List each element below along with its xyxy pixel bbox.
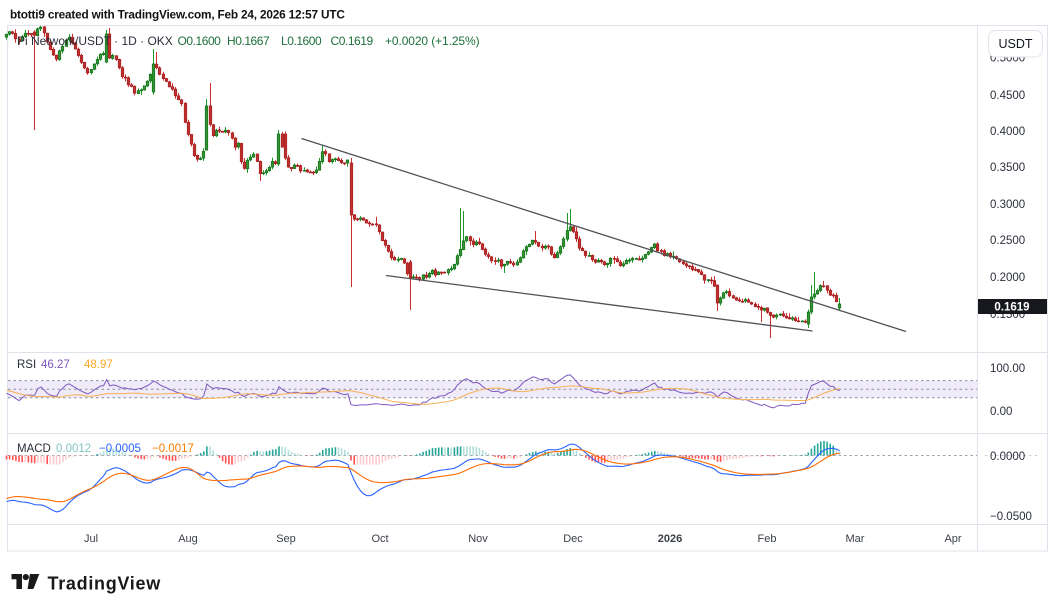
svg-text:−0.0017: −0.0017 [152,443,194,455]
svg-text:−0.0500: −0.0500 [990,511,1032,523]
svg-text:C0.1619: C0.1619 [331,34,374,48]
svg-text:Apr: Apr [944,533,961,545]
svg-text:Oct: Oct [371,533,388,545]
svg-text:btotti9 created with TradingVi: btotti9 created with TradingView.com, Fe… [10,8,345,22]
svg-text:0.3500: 0.3500 [990,162,1025,174]
svg-text:Pi Network/USDT · 1D · OKX: Pi Network/USDT · 1D · OKX [17,34,173,48]
svg-text:TradingView: TradingView [48,574,162,594]
svg-text:−0.0005: −0.0005 [99,443,141,455]
svg-text:USDT: USDT [998,37,1032,51]
svg-text:0.1619: 0.1619 [994,302,1029,314]
svg-text:0.2500: 0.2500 [990,235,1025,247]
svg-text:Mar: Mar [846,533,865,545]
svg-text:0.3000: 0.3000 [990,199,1025,211]
svg-text:Feb: Feb [758,533,777,545]
svg-text:0.0012: 0.0012 [56,443,91,455]
svg-text:Jul: Jul [84,533,98,545]
svg-text:100.00: 100.00 [990,363,1025,375]
svg-text:46.27: 46.27 [41,359,70,371]
svg-text:Dec: Dec [563,533,583,545]
svg-text:L0.1600: L0.1600 [281,34,322,48]
svg-text:RSI: RSI [17,359,36,371]
svg-text:0.00: 0.00 [990,406,1012,418]
svg-text:0.2000: 0.2000 [990,272,1025,284]
svg-text:48.97: 48.97 [84,359,113,371]
svg-text:0.4000: 0.4000 [990,126,1025,138]
svg-text:+0.0020 (+1.25%): +0.0020 (+1.25%) [385,34,480,48]
svg-text:Nov: Nov [468,533,488,545]
svg-text:2026: 2026 [658,533,682,545]
svg-text:O0.1600: O0.1600 [178,34,222,48]
svg-text:0.4500: 0.4500 [990,90,1025,102]
svg-text:Aug: Aug [178,533,198,545]
svg-text:MACD: MACD [17,443,51,455]
svg-text:H0.1667: H0.1667 [227,34,270,48]
svg-text:0.0000: 0.0000 [990,451,1025,463]
svg-text:Sep: Sep [276,533,296,545]
